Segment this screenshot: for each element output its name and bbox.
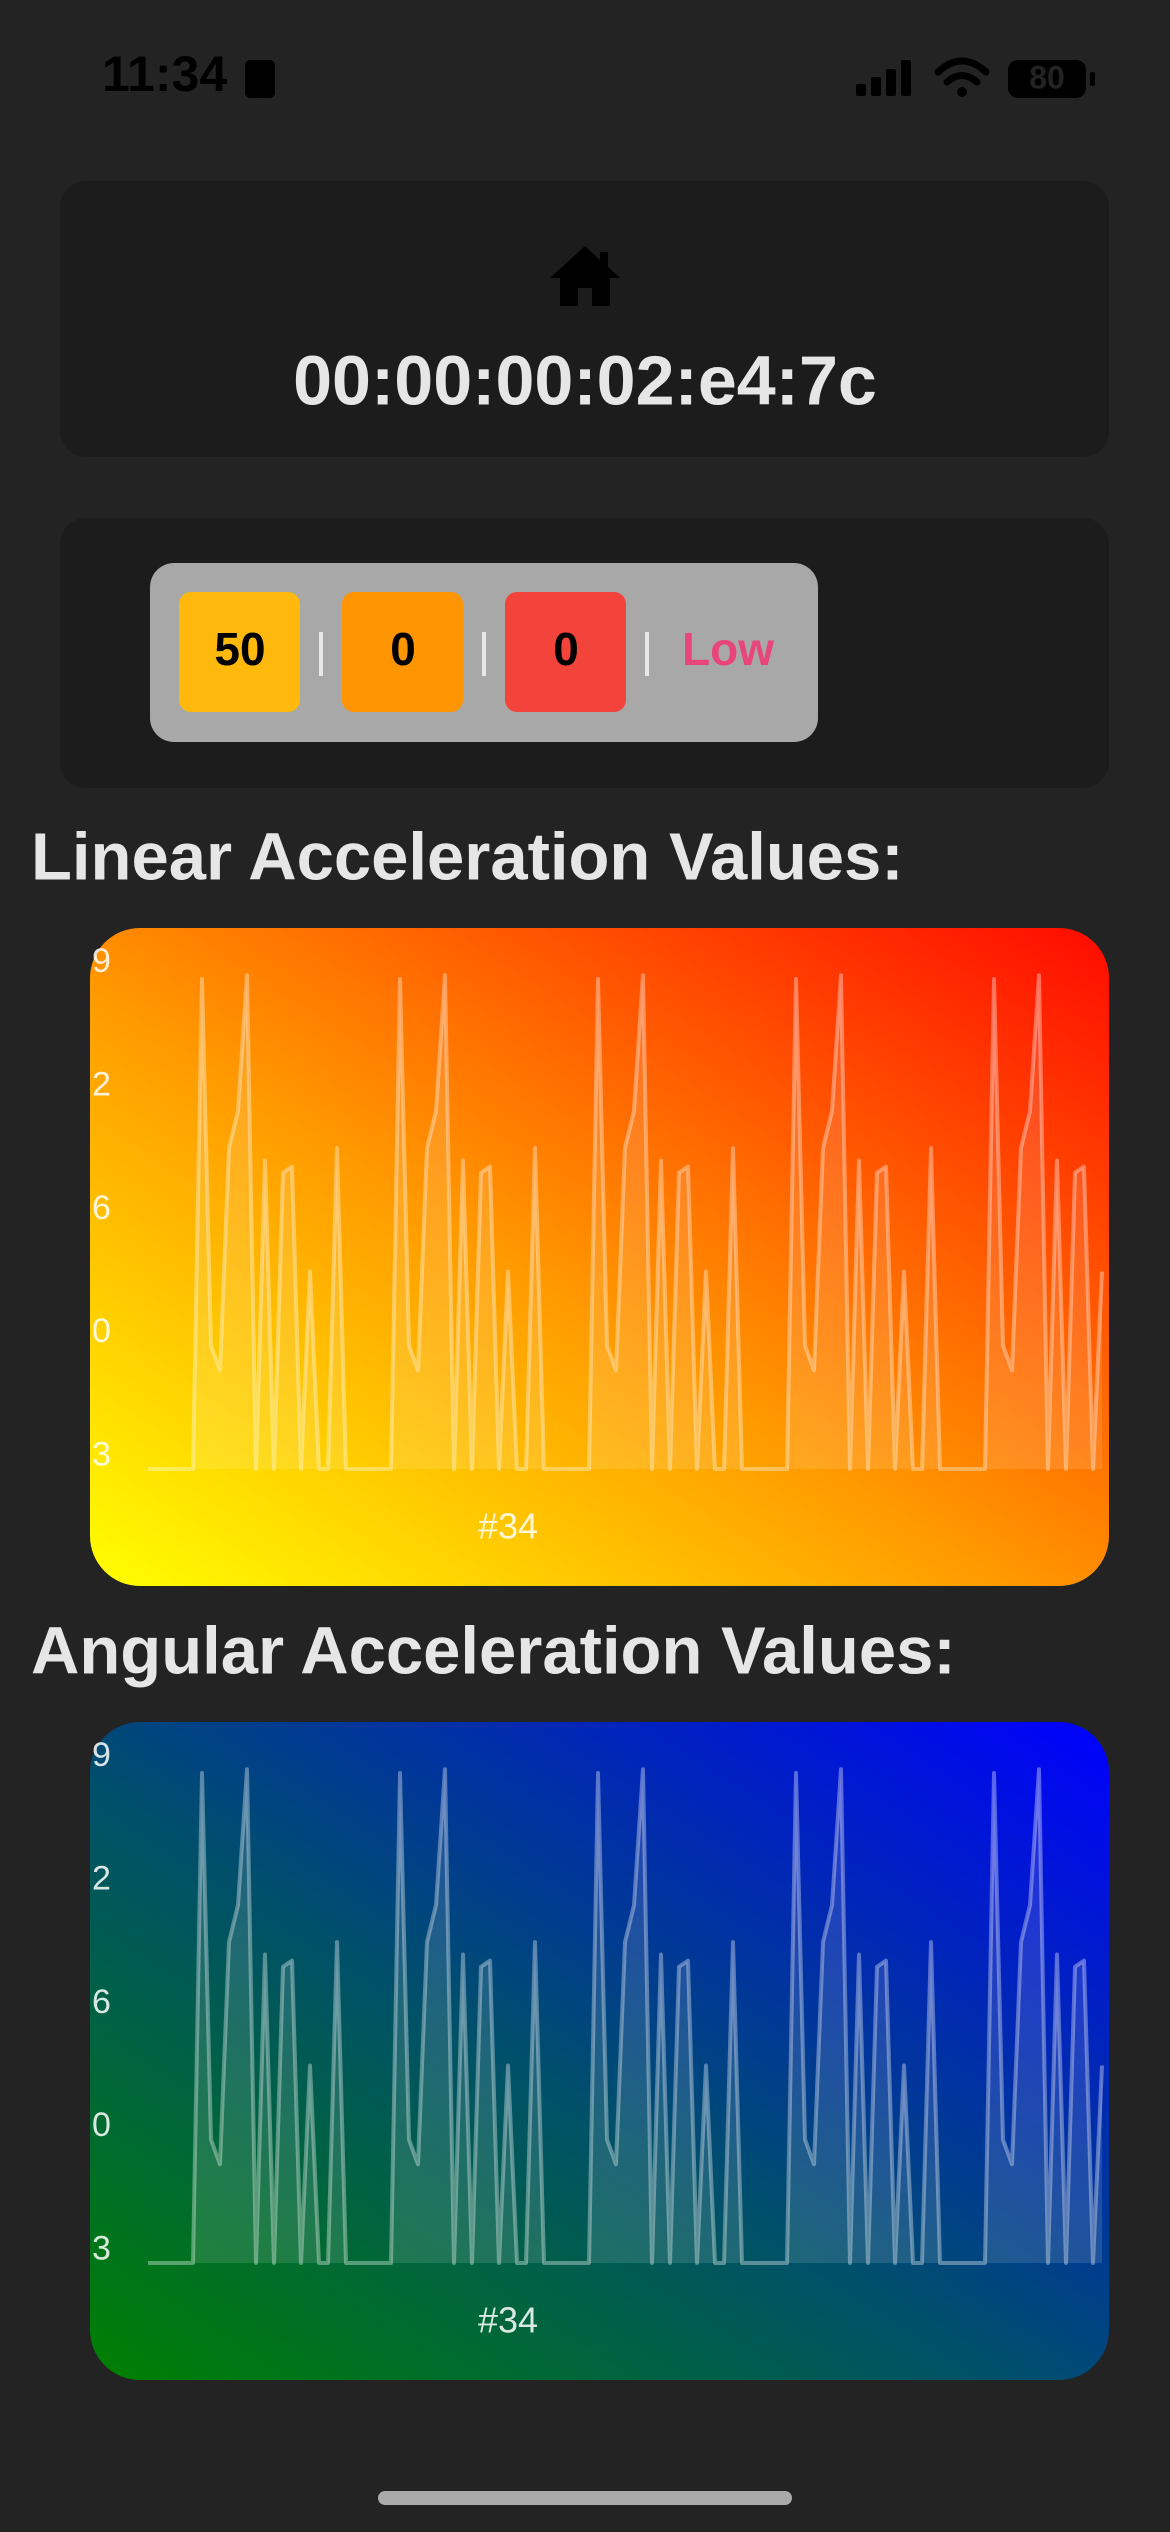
y-tick-label: 0: [92, 1312, 111, 1350]
area: [148, 975, 1102, 1469]
x-axis-label: #34: [478, 2300, 538, 2341]
y-tick-label: 9: [92, 942, 111, 980]
signal-icon: [856, 60, 911, 96]
wifi-icon: [934, 57, 990, 86]
y-tick-label: 6: [92, 1983, 111, 2021]
badge-value: 0: [390, 623, 416, 675]
home-icon[interactable]: [550, 246, 620, 306]
y-tick-label: 9: [92, 1736, 111, 1774]
badge: [342, 592, 463, 712]
status-icon: [245, 60, 275, 98]
y-tick-label: 0: [92, 2106, 111, 2144]
wifi-dot: [957, 87, 967, 97]
chart-card: [90, 928, 1109, 1586]
home-indicator: [378, 2491, 792, 2505]
badge: [505, 592, 626, 712]
chart-card: [90, 1722, 1109, 2380]
badge: [179, 592, 300, 712]
y-tick-label: 2: [92, 1065, 111, 1103]
device-card: [60, 181, 1109, 457]
y-tick-label: 6: [92, 1189, 111, 1227]
y-tick-label: 2: [92, 1859, 111, 1897]
battery-level: 80: [1029, 59, 1065, 95]
status-time: 11:34: [102, 46, 227, 102]
battery-icon: [1008, 60, 1086, 98]
separators: [319, 632, 649, 676]
y-tick-label: 3: [92, 2230, 111, 2268]
area: [148, 1769, 1102, 2263]
device-address: 00:00:00:02:e4:7c: [293, 341, 877, 419]
battery-tip: [1090, 72, 1095, 86]
section-heading: Linear Acceleration Values:: [31, 820, 904, 895]
badge-level: Low: [682, 623, 774, 675]
line: [148, 973, 1104, 1471]
y-tick-label: 3: [92, 1436, 111, 1474]
section-heading: Angular Acceleration Values:: [31, 1614, 956, 1689]
badge-value: 0: [553, 623, 579, 675]
badge-value: 50: [214, 623, 265, 675]
x-axis-label: #34: [478, 1506, 538, 1547]
line: [148, 1767, 1104, 2265]
